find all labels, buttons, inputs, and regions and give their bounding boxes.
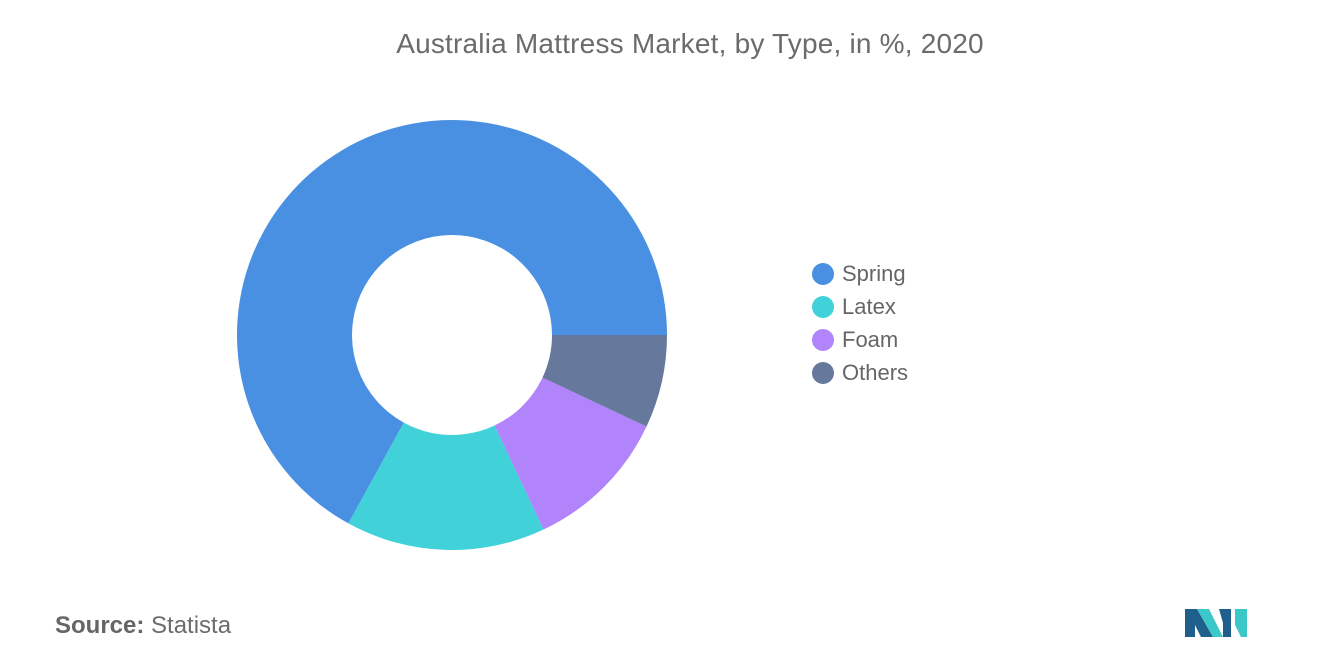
source-note: Source: Statista bbox=[55, 612, 231, 640]
legend-swatch-latex bbox=[812, 295, 834, 318]
source-value: Statista bbox=[151, 612, 232, 639]
source-label: Source: bbox=[55, 612, 145, 639]
legend-label-others: Others bbox=[842, 359, 909, 385]
legend-item-latex: Latex bbox=[812, 290, 908, 323]
donut-slice-spring bbox=[237, 120, 668, 524]
donut-slice-others bbox=[542, 335, 667, 427]
chart-legend: Spring Latex Foam Others bbox=[812, 257, 908, 389]
donut-slice-foam bbox=[494, 377, 647, 530]
mordor-intelligence-logo-icon bbox=[1185, 609, 1247, 637]
legend-item-foam: Foam bbox=[812, 323, 908, 356]
legend-swatch-others bbox=[812, 361, 834, 384]
legend-item-spring: Spring bbox=[812, 257, 908, 290]
legend-label-spring: Spring bbox=[842, 260, 906, 286]
chart-title: Australia Mattress Market, by Type, in %… bbox=[396, 28, 984, 59]
legend-label-foam: Foam bbox=[842, 326, 899, 352]
legend-item-others: Others bbox=[812, 356, 908, 389]
legend-swatch-foam bbox=[812, 328, 834, 351]
legend-label-latex: Latex bbox=[842, 293, 896, 319]
donut-slice-latex bbox=[348, 422, 544, 550]
legend-swatch-spring bbox=[812, 262, 834, 285]
